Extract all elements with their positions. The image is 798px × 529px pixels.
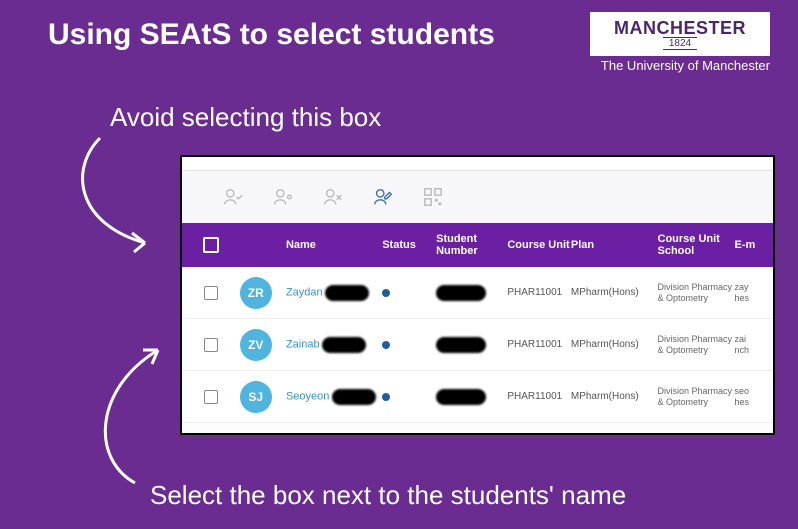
status-dot xyxy=(382,393,390,401)
redacted-student-number xyxy=(436,389,486,405)
row-checkbox[interactable] xyxy=(204,286,218,300)
course-unit: PHAR11001 xyxy=(507,339,571,350)
header-plan[interactable]: Plan xyxy=(571,239,658,251)
row-checkbox[interactable] xyxy=(204,338,218,352)
student-name-link[interactable]: Zainab xyxy=(286,338,320,350)
header-student-number[interactable]: Student Number xyxy=(436,233,507,257)
row-checkbox[interactable] xyxy=(204,390,218,404)
user-edit-icon[interactable] xyxy=(372,186,394,208)
arrow-top-icon xyxy=(60,128,160,258)
avatar: ZV xyxy=(240,329,272,361)
qr-icon[interactable] xyxy=(422,186,444,208)
university-logo: MANCHESTER 1824 xyxy=(590,12,770,56)
course-unit: PHAR11001 xyxy=(507,287,571,298)
course-unit-school: Division Pharmacy & Optometry xyxy=(658,282,735,304)
avatar: ZR xyxy=(240,277,272,309)
header-name[interactable]: Name xyxy=(286,239,382,251)
table-header: Name Status Student Number Course Unit P… xyxy=(182,223,773,267)
logo-main-text: MANCHESTER xyxy=(614,18,746,39)
course-unit-school: Division Pharmacy & Optometry xyxy=(658,334,735,356)
header-course-unit-school[interactable]: Course Unit School xyxy=(658,233,735,257)
seats-screenshot: Name Status Student Number Course Unit P… xyxy=(180,155,775,435)
header-course-unit[interactable]: Course Unit xyxy=(507,239,571,251)
course-unit: PHAR11001 xyxy=(507,391,571,402)
plan: MPharm(Hons) xyxy=(571,391,658,402)
email-fragment: zainch xyxy=(735,334,774,356)
user-remove-icon[interactable] xyxy=(322,186,344,208)
user-dot-icon[interactable] xyxy=(272,186,294,208)
status-dot xyxy=(382,341,390,349)
redacted-surname xyxy=(332,389,376,405)
arrow-bottom-icon xyxy=(80,338,180,488)
plan: MPharm(Hons) xyxy=(571,339,658,350)
email-fragment: zayhes xyxy=(735,282,774,304)
toolbar xyxy=(182,171,773,223)
select-all-checkbox[interactable] xyxy=(203,237,219,253)
table-row: ZV Zainab PHAR11001MPharm(Hons)Division P… xyxy=(182,319,773,371)
table-row: ZR Zaydan PHAR11001MPharm(Hons)Division P… xyxy=(182,267,773,319)
email-fragment: seohes xyxy=(735,386,774,408)
plan: MPharm(Hons) xyxy=(571,287,658,298)
course-unit-school: Division Pharmacy & Optometry xyxy=(658,386,735,408)
redacted-surname xyxy=(325,285,369,301)
avatar: SJ xyxy=(240,381,272,413)
redacted-student-number xyxy=(436,285,486,301)
status-dot xyxy=(382,289,390,297)
caption-select: Select the box next to the students' nam… xyxy=(150,480,626,511)
header-email[interactable]: E-m xyxy=(735,239,774,251)
slide-title: Using SEAtS to select students xyxy=(48,18,495,52)
student-name-link[interactable]: Seoyeon xyxy=(286,390,329,402)
user-check-icon[interactable] xyxy=(222,186,244,208)
header-status[interactable]: Status xyxy=(382,239,436,251)
student-name-link[interactable]: Zaydan xyxy=(286,286,323,298)
table-row: SJ Seoyeon PHAR11001MPharm(Hons)Division … xyxy=(182,371,773,423)
logo-year: 1824 xyxy=(663,37,697,50)
logo-subtitle: The University of Manchester xyxy=(601,58,770,73)
redacted-surname xyxy=(322,337,366,353)
window-strip xyxy=(182,157,773,171)
redacted-student-number xyxy=(436,337,486,353)
